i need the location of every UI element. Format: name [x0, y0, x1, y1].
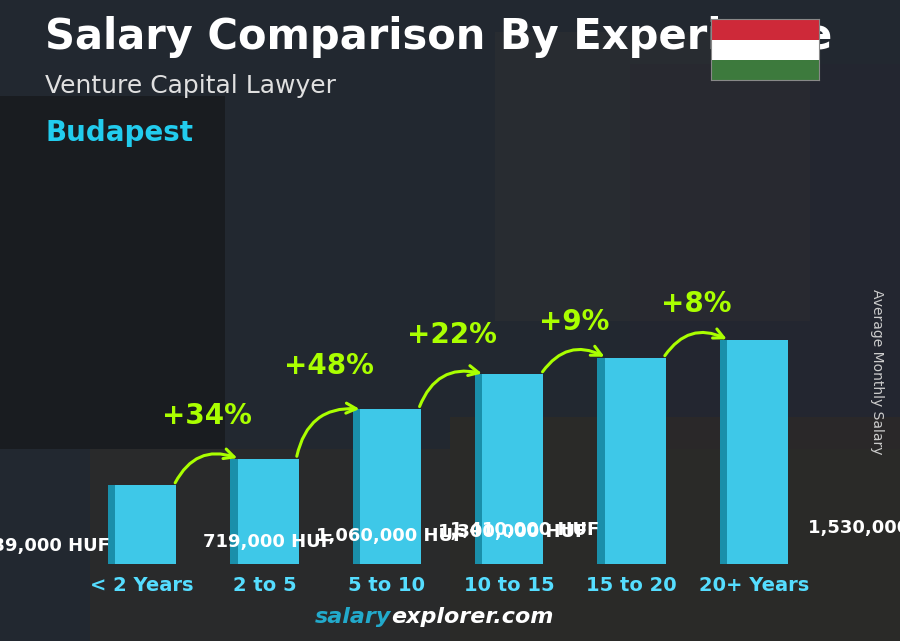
Text: +48%: +48%: [284, 352, 374, 380]
Text: 1,530,000 HUF: 1,530,000 HUF: [807, 519, 900, 537]
Text: 1,410,000 HUF: 1,410,000 HUF: [450, 521, 599, 539]
Text: +22%: +22%: [407, 322, 497, 349]
Text: +34%: +34%: [162, 402, 252, 430]
Polygon shape: [720, 340, 727, 564]
Text: < 2 Years: < 2 Years: [90, 576, 194, 595]
Text: 1,060,000 HUF: 1,060,000 HUF: [316, 528, 465, 545]
Bar: [711, 19, 819, 40]
Text: salary: salary: [315, 607, 392, 627]
Text: Venture Capital Lawyer: Venture Capital Lawyer: [45, 74, 336, 97]
Text: +9%: +9%: [539, 308, 609, 336]
Text: 539,000 HUF: 539,000 HUF: [0, 537, 111, 554]
Text: 10 to 15: 10 to 15: [464, 576, 554, 595]
Bar: [711, 60, 819, 80]
Text: 15 to 20: 15 to 20: [586, 576, 677, 595]
Bar: [115, 485, 176, 564]
Bar: [605, 358, 666, 564]
Polygon shape: [108, 485, 115, 564]
Text: Salary Comparison By Experience: Salary Comparison By Experience: [45, 16, 832, 58]
Polygon shape: [475, 374, 482, 564]
Bar: [727, 340, 788, 564]
Bar: [90, 449, 450, 641]
Polygon shape: [353, 409, 360, 564]
Polygon shape: [230, 459, 238, 564]
Text: 5 to 10: 5 to 10: [348, 576, 426, 595]
Text: Average Monthly Salary: Average Monthly Salary: [870, 289, 885, 454]
Bar: [711, 40, 819, 60]
Text: 719,000 HUF: 719,000 HUF: [203, 533, 333, 551]
Text: 1,300,000 HUF: 1,300,000 HUF: [438, 523, 588, 541]
Text: explorer.com: explorer.com: [392, 607, 554, 627]
Bar: [0, 96, 225, 449]
Bar: [360, 409, 421, 564]
Polygon shape: [598, 358, 605, 564]
Text: Budapest: Budapest: [45, 119, 193, 147]
Text: 2 to 5: 2 to 5: [232, 576, 296, 595]
Bar: [495, 32, 810, 320]
Bar: [238, 459, 299, 564]
Text: +8%: +8%: [662, 290, 732, 318]
Bar: [482, 374, 544, 564]
Bar: [630, 64, 900, 449]
Bar: [450, 417, 900, 641]
Text: 20+ Years: 20+ Years: [698, 576, 809, 595]
